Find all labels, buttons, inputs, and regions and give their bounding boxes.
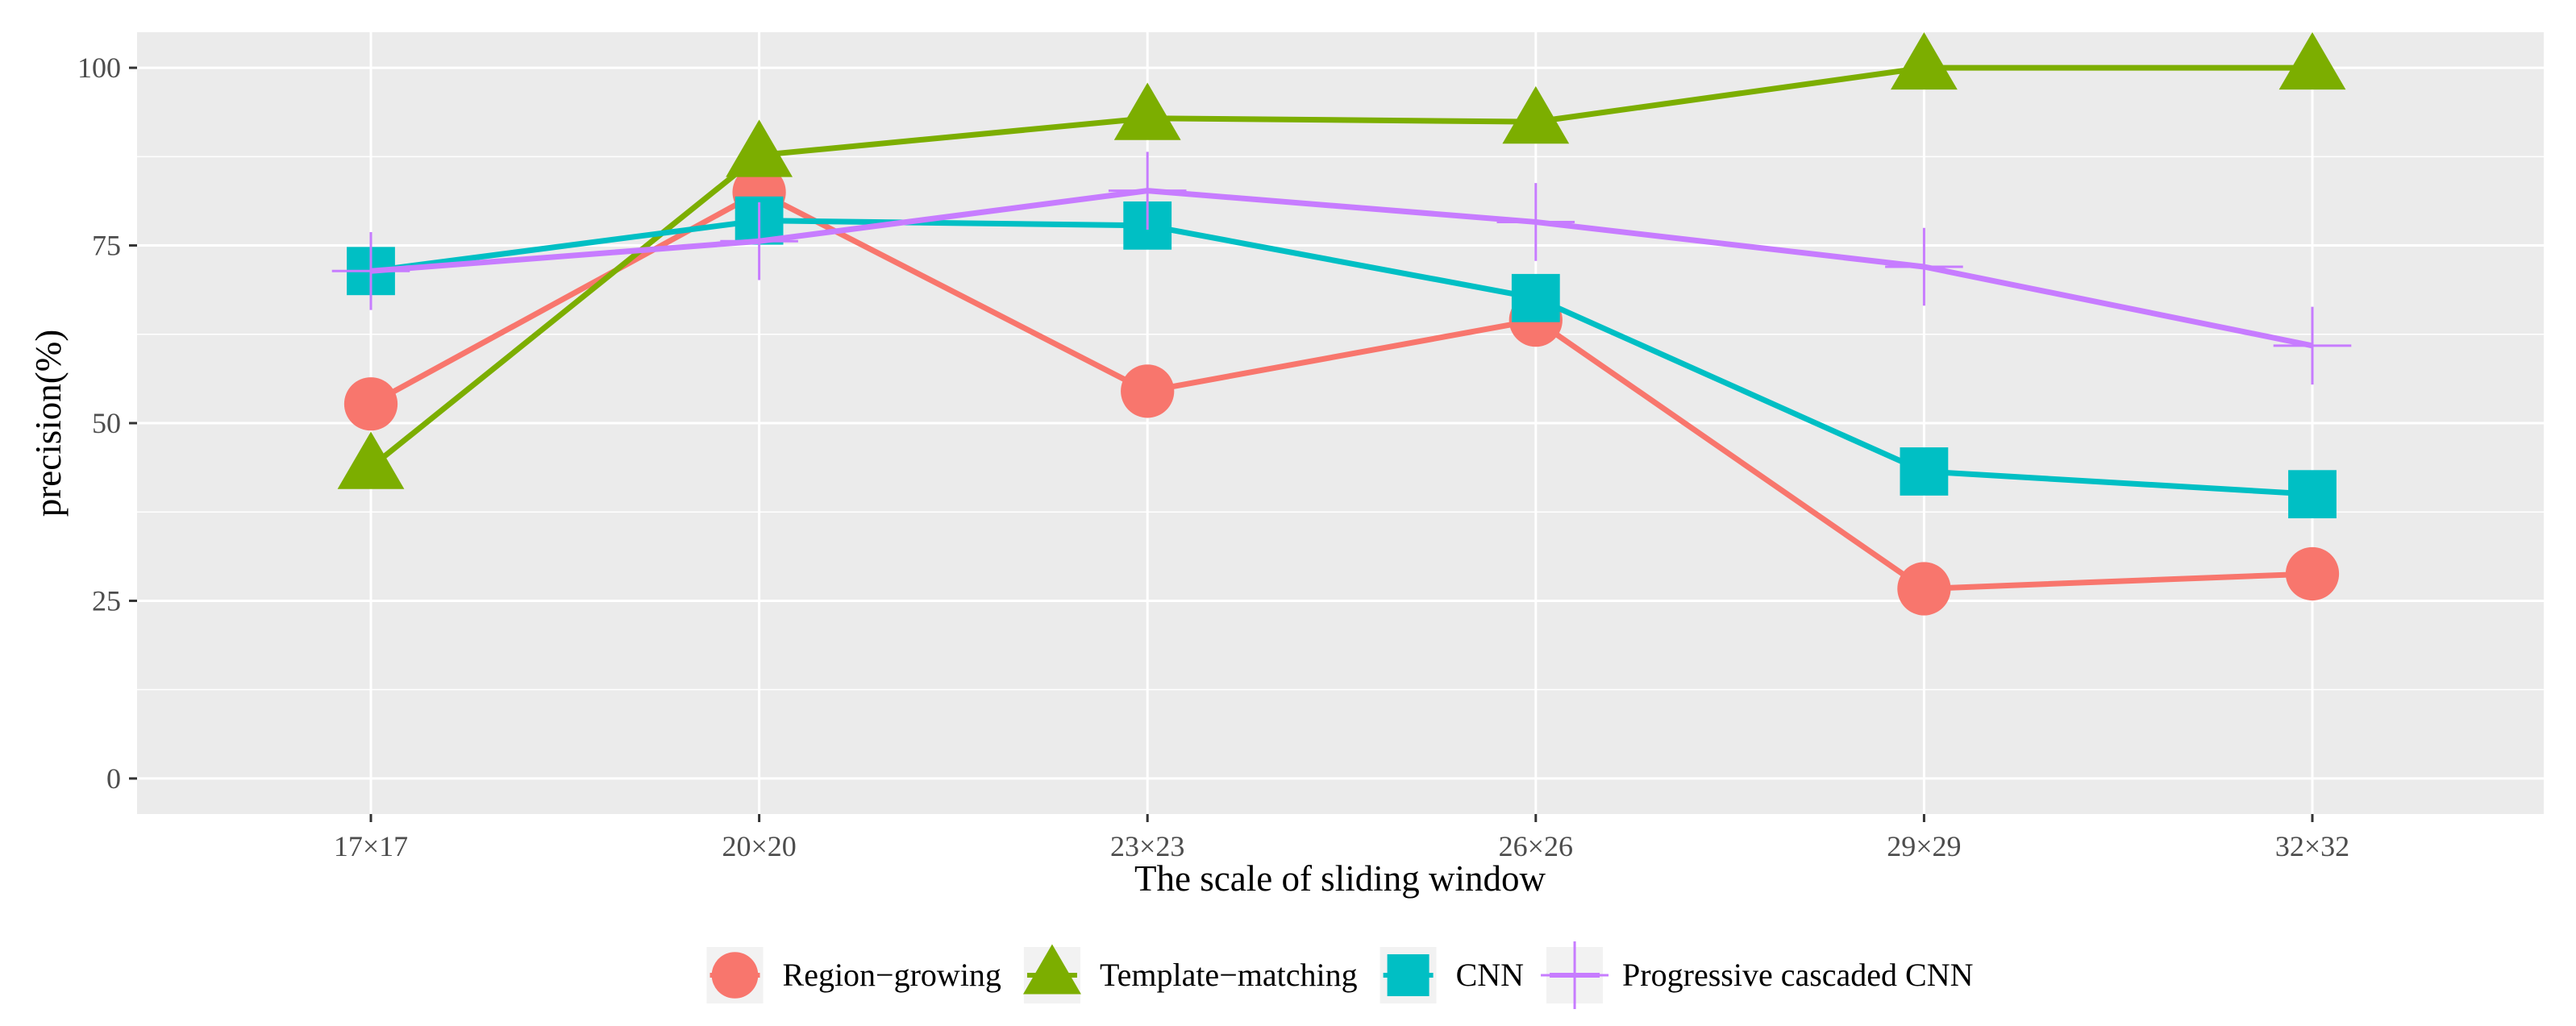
y-tick-label: 75: [92, 230, 121, 262]
data-point-circle: [1121, 364, 1175, 418]
x-tick-label: 20×20: [722, 830, 796, 862]
x-tick-label: 23×23: [1110, 830, 1184, 862]
y-tick-label: 0: [106, 762, 121, 795]
data-point-circle: [343, 377, 398, 431]
legend-label: Region−growing: [783, 957, 1001, 993]
legend-label: Progressive cascaded CNN: [1622, 957, 1973, 993]
series-lines: [331, 31, 2352, 616]
data-point-triangle: [337, 431, 405, 489]
legend-item: Progressive cascaded CNN: [1541, 941, 1973, 1009]
series-line: [370, 218, 2313, 497]
x-tick-label: 32×32: [2275, 830, 2349, 862]
data-point-triangle: [726, 119, 793, 177]
data-point-triangle: [1891, 31, 1958, 90]
data-point-circle: [711, 952, 759, 999]
y-tick-label: 50: [92, 407, 121, 439]
series-plus: [331, 152, 2352, 385]
legend-item: Template−matching: [1022, 944, 1358, 1003]
series-triangle: [337, 31, 2346, 489]
legend-label: Template−matching: [1100, 957, 1358, 993]
x-tick-label: 17×17: [334, 830, 408, 862]
data-point-square: [1900, 447, 1949, 496]
x-axis-title: The scale of sliding window: [1134, 858, 1546, 899]
y-tick-label: 25: [92, 584, 121, 617]
data-point-triangle: [1113, 82, 1181, 140]
data-point-triangle: [1502, 85, 1570, 144]
data-point-plus: [331, 231, 410, 310]
legend-key: [1022, 944, 1081, 1003]
data-point-square: [2288, 470, 2337, 519]
data-point-square: [1387, 954, 1429, 996]
series-line: [368, 64, 2312, 470]
data-point-plus: [1496, 183, 1575, 261]
data-point-triangle: [1022, 944, 1081, 995]
series-line: [370, 188, 2313, 349]
legend-key: [706, 947, 764, 1003]
legend-item: CNN: [1380, 947, 1524, 1003]
legend: Region−growing Template−matching CNN Progre…: [706, 941, 1973, 1009]
legend-key: [1541, 941, 1609, 1009]
legend-item: Region−growing: [706, 947, 1001, 1003]
legend-label: CNN: [1456, 957, 1524, 993]
axes: 0 25 50 75 100 17×17 20×20 23×23 26×26 29×29 32×32: [77, 52, 2349, 862]
y-tick-label: 100: [77, 52, 121, 84]
data-point-plus: [1108, 152, 1187, 230]
data-point-square: [1511, 273, 1560, 322]
data-point-circle: [2285, 546, 2340, 601]
data-point-plus: [1541, 941, 1609, 1009]
x-tick-label: 26×26: [1499, 830, 1573, 862]
legend-key: [1380, 947, 1437, 1003]
x-tick-label: 29×29: [1887, 830, 1961, 862]
y-axis-title: precision(%): [28, 330, 69, 517]
data-point-plus: [1885, 227, 1963, 306]
data-point-circle: [1897, 562, 1951, 616]
data-point-plus: [2273, 306, 2352, 385]
data-point-triangle: [2278, 31, 2346, 90]
data-point-plus: [720, 201, 798, 280]
